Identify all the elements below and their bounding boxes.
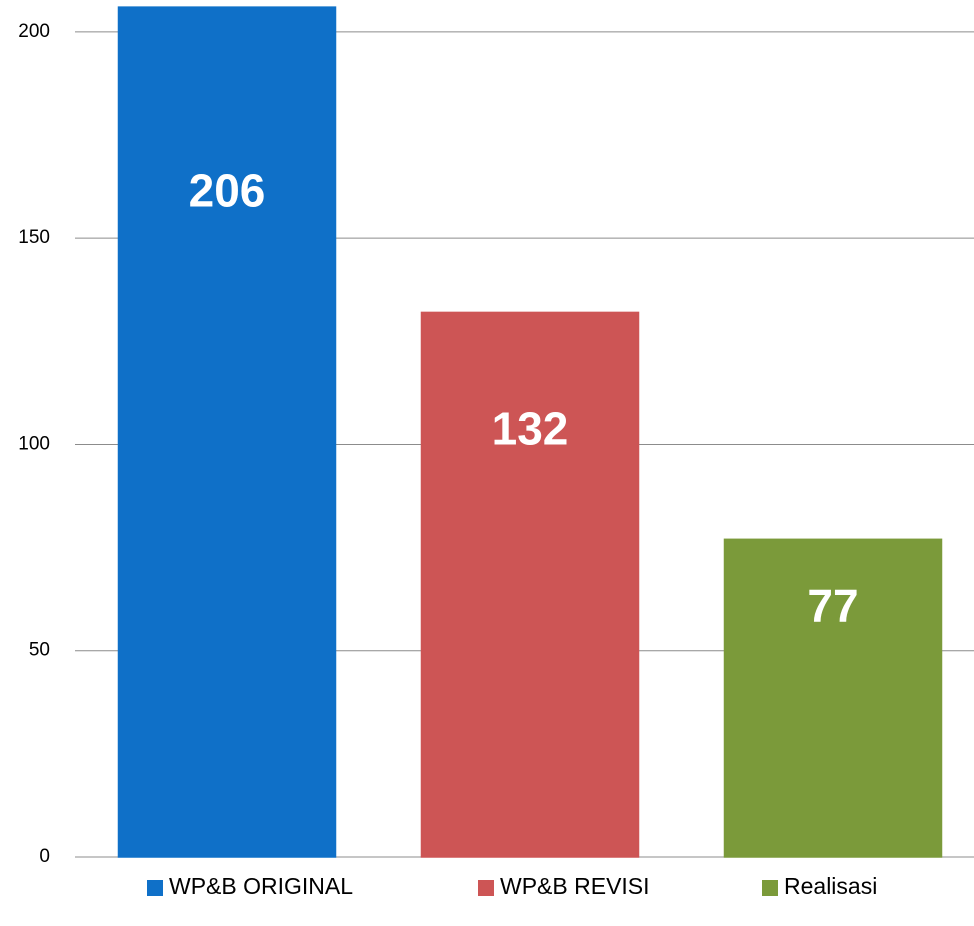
y-tick-label: 100 <box>18 433 50 454</box>
y-tick-label: 200 <box>18 21 50 42</box>
value-label: 77 <box>807 579 858 631</box>
value-label: 206 <box>189 164 266 216</box>
y-tick-label: 150 <box>18 227 50 248</box>
legend-swatch <box>762 880 778 896</box>
legend-label: WP&B ORIGINAL <box>169 873 353 899</box>
chart: 0 50 100 150 200 206 WP&B ORIGINAL 132 WP&B REVI… <box>0 0 974 926</box>
legend-label: WP&B REVISI <box>500 873 650 899</box>
legend-label: Realisasi <box>784 873 877 899</box>
y-tick-label: 50 <box>29 640 50 661</box>
value-label: 132 <box>492 402 569 454</box>
legend-swatch <box>147 880 163 896</box>
bar <box>119 7 336 857</box>
bar <box>422 312 639 857</box>
legend-swatch <box>478 880 494 896</box>
y-tick-label: 0 <box>39 846 50 867</box>
